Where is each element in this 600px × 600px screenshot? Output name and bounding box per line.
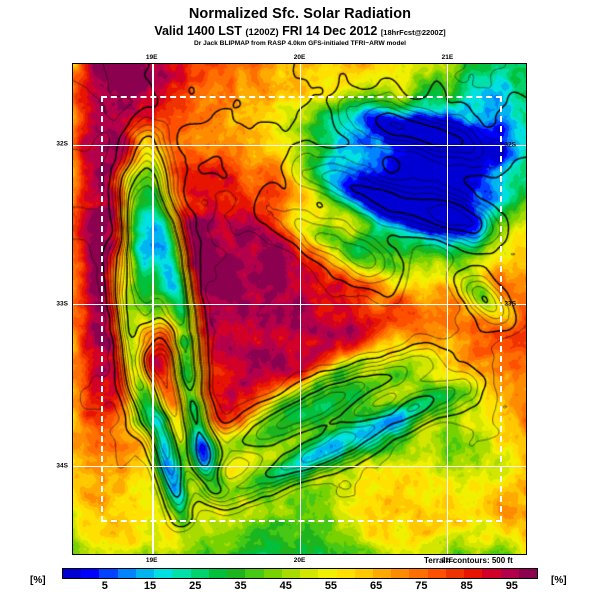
colorbar-segment <box>99 569 118 578</box>
valid-time-line: Valid 1400 LST (1200Z) FRI 14 Dec 2012 [… <box>0 24 600 38</box>
latitude-label-inner: 33S <box>504 300 516 308</box>
colorbar-tick: 95 <box>505 580 518 592</box>
valid-time: 1400 LST <box>187 24 242 38</box>
colorbar-segment <box>354 569 373 578</box>
forecast-map[interactable]: 32S 33S <box>72 63 527 555</box>
colorbar-legend: [%] [%] 5 15 25 35 45 55 65 75 85 95 <box>0 566 600 600</box>
valid-utc: (1200Z) <box>245 27 279 38</box>
colorbar-tick: 85 <box>460 580 473 592</box>
longitude-label-bottom: 19E <box>145 557 158 564</box>
colorbar-tick: 35 <box>234 580 247 592</box>
longitude-label-bottom: 21E <box>441 557 454 564</box>
colorbar-segment <box>154 569 173 578</box>
longitude-gridline <box>152 64 154 554</box>
colorbar-segment <box>245 569 264 578</box>
latitude-gridline <box>73 465 526 468</box>
colorbar-tick: 5 <box>101 580 108 592</box>
colorbar-segment <box>482 569 501 578</box>
latitude-gridline <box>73 144 526 147</box>
longitude-label-top: 21E <box>441 54 454 61</box>
latitude-gridline <box>73 304 526 306</box>
colorbar-segment <box>300 569 319 578</box>
colorbar-segment <box>227 569 246 578</box>
colorbar-segment <box>208 569 228 578</box>
colorbar-segment <box>135 569 155 578</box>
colorbar-gradient <box>62 568 538 579</box>
colorbar-segment <box>518 569 538 578</box>
colorbar-segment <box>391 569 410 578</box>
colorbar-unit-right: [%] <box>551 575 567 586</box>
longitude-label-bottom: 20E <box>293 557 306 564</box>
page-title: Normalized Sfc. Solar Radiation <box>188 6 412 22</box>
colorbar-segment <box>336 569 355 578</box>
colorbar-segment <box>318 569 337 578</box>
terrain-contour-note: Terrain contours: 500 ft <box>424 556 513 565</box>
colorbar-segment <box>427 569 446 578</box>
colorbar-segment <box>63 569 82 578</box>
colorbar-tick: 65 <box>370 580 383 592</box>
colorbar-segment <box>409 569 428 578</box>
colorbar-segment <box>81 569 100 578</box>
colorbar-segment <box>172 569 191 578</box>
colorbar-segment <box>500 569 519 578</box>
valid-date: FRI 14 Dec 2012 <box>282 24 378 38</box>
run-bracket: [18hrFcst@2200Z] <box>380 28 446 37</box>
colorbar-segment <box>281 569 301 578</box>
colorbar-segment <box>464 569 483 578</box>
valid-prefix: Valid <box>154 24 184 38</box>
colorbar-segment <box>263 569 282 578</box>
colorbar-tick: 45 <box>279 580 292 592</box>
longitude-label-top: 20E <box>293 54 306 61</box>
colorbar-tick: 75 <box>415 580 428 592</box>
colorbar-tick: 15 <box>143 580 157 592</box>
longitude-gridline <box>446 64 449 554</box>
latitude-label-inner: 32S <box>504 141 516 149</box>
colorbar-segment <box>372 569 392 578</box>
latitude-label-left: 33S <box>56 300 68 308</box>
colorbar-segment <box>190 569 209 578</box>
colorbar-segment <box>445 569 465 578</box>
latitude-label-left: 32S <box>56 140 68 148</box>
colorbar-tick: 55 <box>324 580 338 592</box>
model-credit: Dr Jack BLIPMAP from RASP 4.0km GFS-init… <box>194 40 406 47</box>
longitude-label-top: 19E <box>145 54 158 61</box>
colorbar-unit-left: [%] <box>30 575 46 586</box>
colorbar-segment <box>117 569 136 578</box>
colorbar-tick: 25 <box>189 580 202 592</box>
latitude-label-left: 34S <box>56 462 68 470</box>
longitude-gridline <box>299 64 301 554</box>
